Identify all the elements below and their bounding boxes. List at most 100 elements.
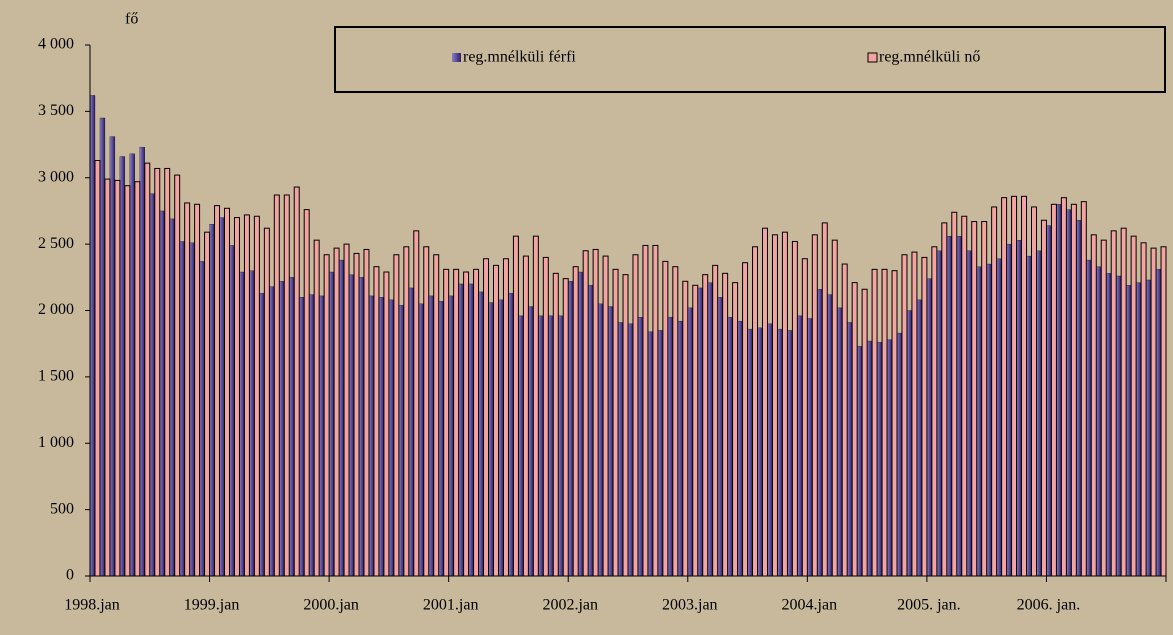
y-tick-label: 1 000 <box>38 434 74 451</box>
x-tick-label: 2002.jan <box>542 597 598 614</box>
bar <box>1100 239 1107 577</box>
bar <box>1050 203 1057 577</box>
bar <box>767 323 773 577</box>
bar <box>1026 255 1032 577</box>
bar <box>762 227 768 577</box>
bar <box>338 259 345 577</box>
bar <box>787 330 793 577</box>
bar <box>622 274 629 577</box>
y-tick-label: 3 500 <box>38 102 74 119</box>
bar <box>1096 266 1102 577</box>
bar <box>353 252 360 577</box>
bar <box>219 217 225 577</box>
x-tick-label: 2006. jan. <box>1017 597 1081 614</box>
bar <box>961 215 968 577</box>
bar <box>1135 282 1142 577</box>
x-tick-label: 2001.jan <box>423 597 479 614</box>
bar <box>458 283 464 577</box>
bar <box>821 222 828 577</box>
bar <box>189 242 195 577</box>
bar <box>438 301 444 577</box>
bar <box>582 250 589 577</box>
y-tick-label: 3 000 <box>38 168 74 185</box>
y-tick-label: 2 500 <box>38 235 74 252</box>
bar <box>781 231 788 577</box>
bar <box>1060 197 1067 577</box>
bar <box>662 260 669 577</box>
bar <box>811 234 818 577</box>
bar <box>368 295 375 577</box>
bar <box>1021 195 1028 577</box>
bar <box>1001 197 1008 577</box>
bar <box>1125 285 1132 577</box>
bar <box>273 194 280 577</box>
bar <box>1086 259 1092 577</box>
bar <box>1120 227 1127 577</box>
bar <box>263 227 270 577</box>
bar <box>851 282 858 577</box>
bar <box>697 287 703 577</box>
bar <box>388 299 395 577</box>
bar <box>1046 225 1052 577</box>
x-tick-label: 2000.jan <box>303 597 359 614</box>
bar <box>1031 206 1037 577</box>
bar <box>657 330 664 577</box>
bar <box>602 255 609 577</box>
x-tick-label: 1999.jan <box>184 597 240 614</box>
bar <box>807 318 813 577</box>
bar <box>318 295 325 577</box>
bar <box>1040 219 1047 577</box>
legend-label: reg.mnélküli férfi <box>463 49 576 66</box>
bar <box>1110 230 1117 577</box>
bar <box>1036 250 1042 577</box>
bar <box>797 315 803 577</box>
bar <box>443 268 450 577</box>
bar <box>89 95 96 577</box>
bar <box>478 291 484 577</box>
bar <box>856 346 863 577</box>
bar <box>642 244 649 577</box>
bar <box>518 315 524 577</box>
bar <box>568 281 574 577</box>
bar <box>124 185 131 577</box>
bar <box>109 136 116 577</box>
bar <box>991 206 998 577</box>
bar <box>289 277 295 577</box>
bar <box>742 262 749 577</box>
bar <box>702 274 709 577</box>
bar <box>921 256 928 577</box>
bar <box>428 295 434 577</box>
bar <box>313 239 320 577</box>
bar <box>259 293 265 577</box>
bar <box>827 294 833 577</box>
bar <box>1066 209 1072 577</box>
bar <box>373 266 380 577</box>
bar <box>916 299 923 577</box>
x-tick-label: 2005. jan. <box>897 597 961 614</box>
bar <box>522 255 529 577</box>
bar <box>936 250 942 577</box>
legend-label: reg.mnélküli nő <box>879 49 980 66</box>
bar <box>309 294 315 577</box>
bar <box>488 302 494 577</box>
bar <box>562 278 569 577</box>
bar <box>1056 204 1062 577</box>
bar <box>398 305 404 577</box>
bar <box>712 264 719 577</box>
bar <box>508 293 514 577</box>
bar <box>597 303 604 577</box>
bar <box>233 217 240 577</box>
x-tick-label: 1998.jan <box>64 597 120 614</box>
bar <box>876 342 883 577</box>
bar <box>1070 203 1077 577</box>
bar <box>532 235 539 577</box>
y-tick-label: 500 <box>50 500 74 517</box>
bar <box>956 236 962 577</box>
bar <box>652 244 659 577</box>
bar <box>592 248 599 577</box>
bar <box>299 297 305 577</box>
bar <box>418 303 424 577</box>
bar <box>946 236 952 577</box>
bar <box>114 179 121 577</box>
